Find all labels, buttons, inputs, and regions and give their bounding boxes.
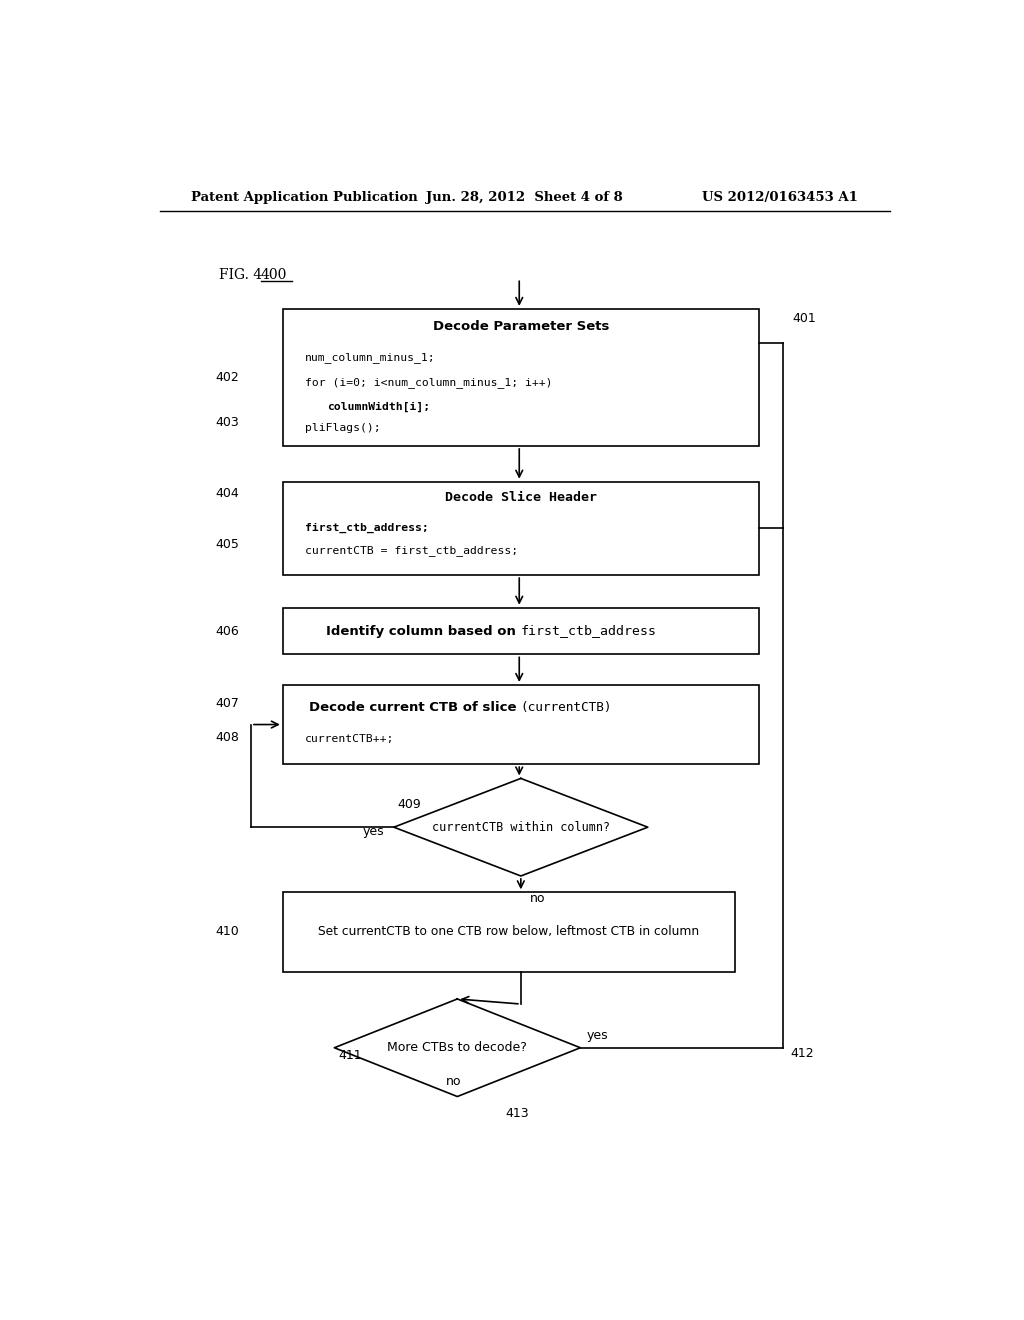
Text: pliFlags();: pliFlags();: [305, 422, 381, 433]
Text: 413: 413: [505, 1106, 528, 1119]
Text: Set currentCTB to one CTB row below, leftmost CTB in column: Set currentCTB to one CTB row below, lef…: [318, 925, 699, 939]
Text: columnWidth[i];: columnWidth[i];: [328, 401, 430, 412]
Text: 406: 406: [215, 624, 240, 638]
Text: yes: yes: [587, 1030, 608, 1041]
Text: no: no: [445, 1076, 461, 1089]
Text: 402: 402: [215, 371, 240, 384]
Text: Patent Application Publication: Patent Application Publication: [191, 190, 418, 203]
Text: US 2012/0163453 A1: US 2012/0163453 A1: [702, 190, 858, 203]
Text: currentCTB++;: currentCTB++;: [305, 734, 394, 743]
Text: 409: 409: [397, 799, 422, 812]
Text: (currentCTB): (currentCTB): [521, 701, 612, 714]
Text: More CTBs to decode?: More CTBs to decode?: [387, 1041, 527, 1055]
Text: 408: 408: [215, 731, 240, 744]
Text: 410: 410: [215, 925, 240, 939]
Text: 412: 412: [791, 1047, 814, 1060]
Text: 403: 403: [215, 416, 240, 429]
Text: no: no: [530, 892, 546, 904]
Text: Jun. 28, 2012  Sheet 4 of 8: Jun. 28, 2012 Sheet 4 of 8: [426, 190, 624, 203]
Text: 405: 405: [215, 539, 240, 552]
Text: 401: 401: [793, 313, 816, 326]
Text: 400: 400: [260, 268, 287, 282]
Text: Decode Slice Header: Decode Slice Header: [444, 491, 597, 504]
Text: 407: 407: [215, 697, 240, 710]
Text: currentCTB = first_ctb_address;: currentCTB = first_ctb_address;: [305, 545, 518, 556]
Text: FIG. 4: FIG. 4: [219, 268, 271, 282]
Text: Decode current CTB of slice: Decode current CTB of slice: [308, 701, 521, 714]
Text: num_column_minus_1;: num_column_minus_1;: [305, 352, 435, 363]
Text: Identify column based on: Identify column based on: [327, 624, 521, 638]
Text: first_ctb_address: first_ctb_address: [521, 624, 656, 638]
Text: 411: 411: [338, 1049, 361, 1063]
Text: first_ctb_address;: first_ctb_address;: [305, 523, 429, 532]
Text: yes: yes: [362, 825, 384, 838]
Text: currentCTB within column?: currentCTB within column?: [432, 821, 610, 834]
Text: Decode Parameter Sets: Decode Parameter Sets: [433, 319, 609, 333]
Text: for (i=0; i<num_column_minus_1; i++): for (i=0; i<num_column_minus_1; i++): [305, 378, 553, 388]
Text: 404: 404: [215, 487, 240, 500]
